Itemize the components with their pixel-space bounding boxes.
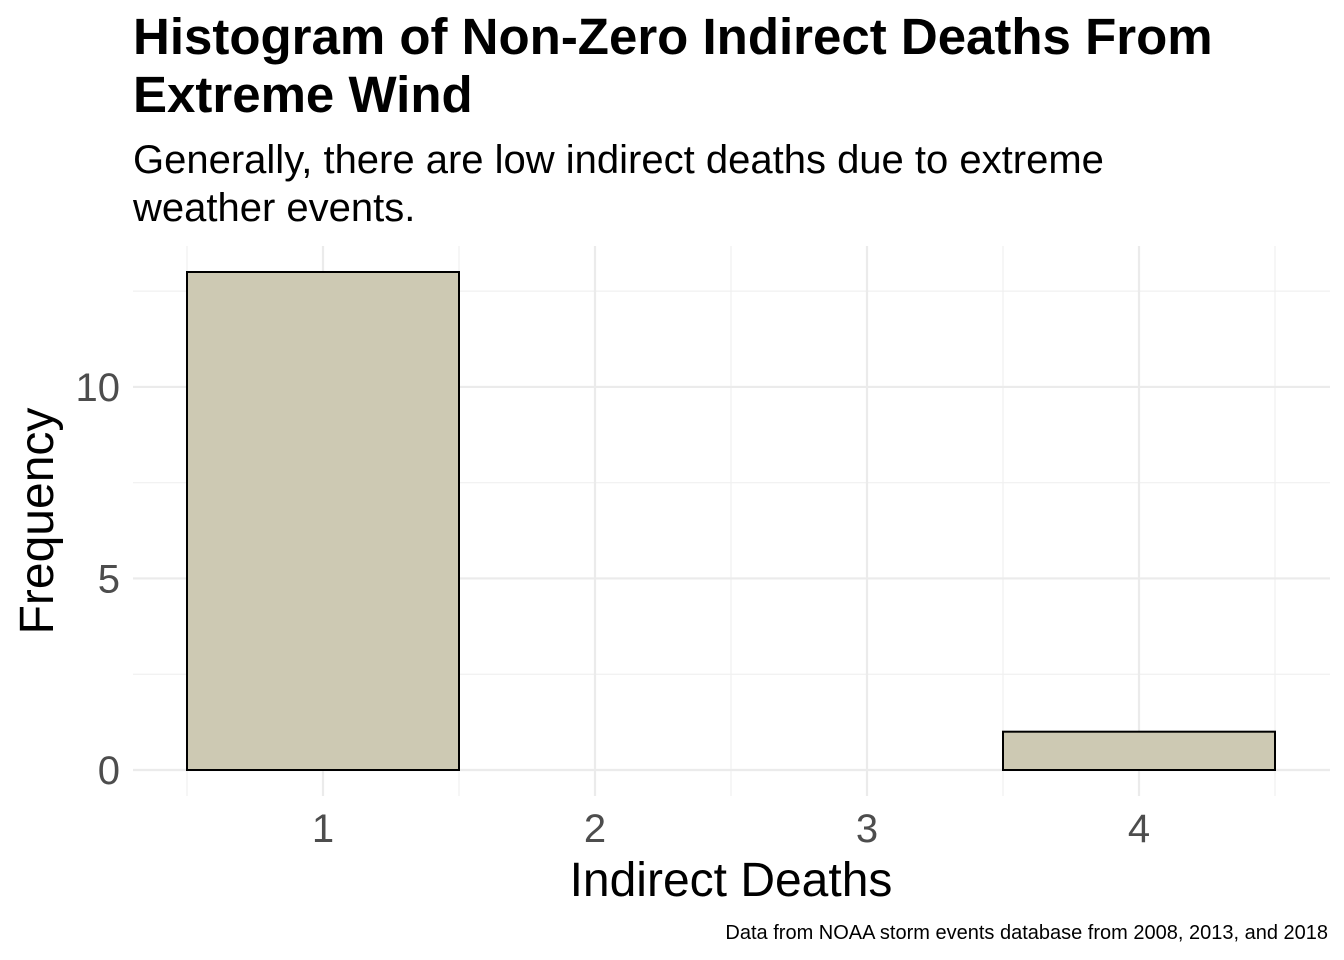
chart-caption: Data from NOAA storm events database fro…: [725, 922, 1328, 944]
x-axis-tick-labels: 1 2 3 4: [312, 807, 1150, 851]
y-tick-label-10: 10: [76, 366, 121, 410]
x-tick-label-2: 2: [584, 807, 606, 851]
chart-title: Histogram of Non-Zero Indirect Deaths Fr…: [133, 8, 1213, 123]
y-tick-label-0: 0: [98, 749, 120, 793]
x-tick-label-4: 4: [1128, 807, 1150, 851]
y-axis-title: Frequency: [11, 408, 64, 635]
y-axis-tick-labels: 0 5 10: [76, 366, 121, 793]
x-axis-title: Indirect Deaths: [570, 854, 893, 907]
x-tick-label-3: 3: [856, 807, 878, 851]
histogram-bar-1: [186, 271, 460, 771]
y-tick-label-5: 5: [98, 557, 120, 601]
chart-subtitle: Generally, there are low indirect deaths…: [133, 138, 1104, 230]
histogram-bars: [186, 271, 1276, 772]
x-tick-label-1: 1: [312, 807, 334, 851]
histogram-bar-4: [1002, 730, 1276, 772]
